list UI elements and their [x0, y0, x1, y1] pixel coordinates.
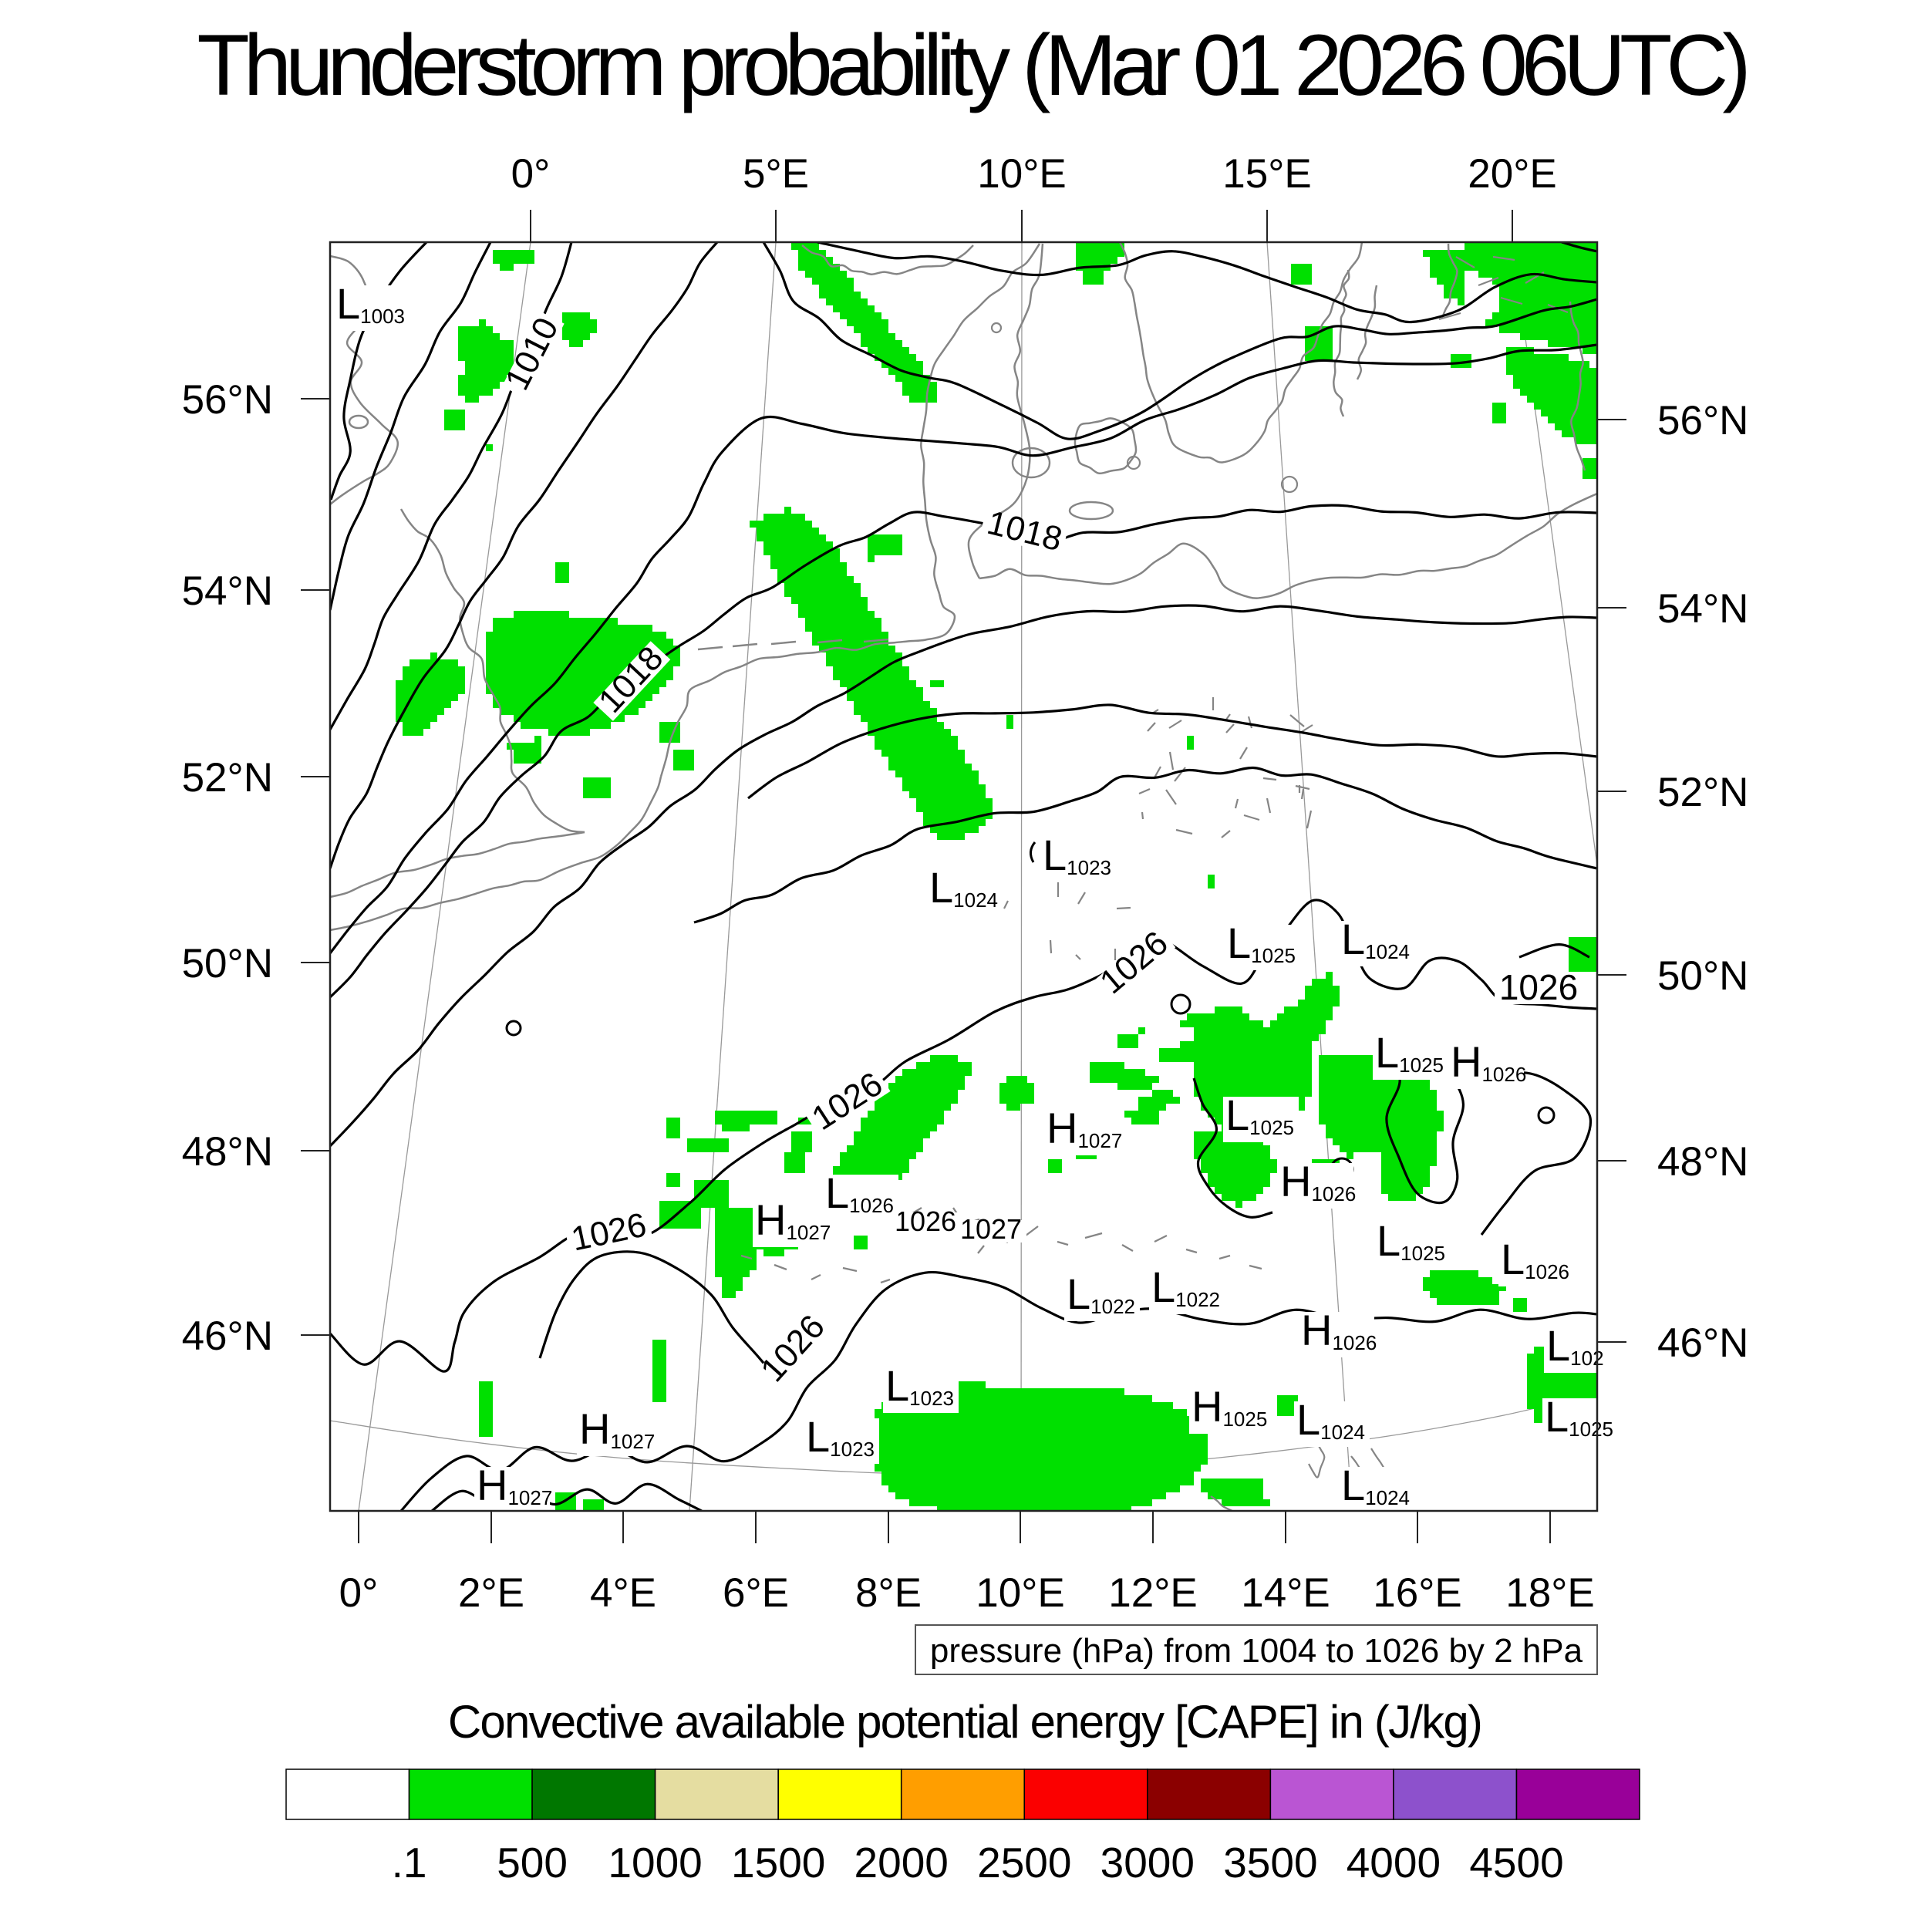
svg-text:8°E: 8°E [855, 1570, 922, 1616]
svg-text:Convective available potential: Convective available potential energy [C… [448, 1696, 1481, 1748]
svg-text:16°E: 16°E [1373, 1570, 1462, 1616]
svg-text:46°N: 46°N [1657, 1320, 1748, 1366]
svg-text:14°E: 14°E [1241, 1570, 1330, 1616]
svg-text:1027: 1027 [960, 1213, 1022, 1245]
svg-text:.1: .1 [392, 1839, 427, 1886]
svg-text:5°E: 5°E [743, 151, 809, 197]
svg-text:0°: 0° [339, 1570, 379, 1616]
svg-text:56°N: 56°N [1657, 398, 1748, 443]
svg-text:500: 500 [497, 1839, 568, 1886]
svg-text:1026: 1026 [1499, 967, 1578, 1007]
svg-text:52°N: 52°N [1657, 770, 1748, 815]
svg-text:20°E: 20°E [1468, 151, 1557, 197]
svg-text:50°N: 50°N [1657, 953, 1748, 999]
svg-text:2000: 2000 [854, 1839, 949, 1886]
svg-text:1000: 1000 [608, 1839, 702, 1886]
svg-text:6°E: 6°E [723, 1570, 789, 1616]
svg-text:1500: 1500 [731, 1839, 825, 1886]
svg-text:10°E: 10°E [976, 1570, 1065, 1616]
svg-text:4000: 4000 [1347, 1839, 1441, 1886]
svg-text:50°N: 50°N [182, 941, 273, 986]
svg-text:54°N: 54°N [182, 568, 273, 614]
svg-text:0°: 0° [511, 151, 551, 197]
svg-text:pressure (hPa) from 1004 to 10: pressure (hPa) from 1004 to 1026 by 2 hP… [930, 1632, 1583, 1670]
svg-text:3500: 3500 [1223, 1839, 1317, 1886]
svg-text:18°E: 18°E [1505, 1570, 1595, 1616]
svg-text:54°N: 54°N [1657, 586, 1748, 632]
svg-text:Thunderstorm probability (Mar: Thunderstorm probability (Mar 01 2026 06… [197, 17, 1746, 113]
svg-text:15°E: 15°E [1222, 151, 1312, 197]
svg-text:12°E: 12°E [1108, 1570, 1198, 1616]
svg-text:1026: 1026 [895, 1205, 956, 1237]
svg-text:48°N: 48°N [182, 1129, 273, 1175]
svg-text:3000: 3000 [1101, 1839, 1195, 1886]
svg-text:10°E: 10°E [977, 151, 1067, 197]
svg-text:4500: 4500 [1469, 1839, 1563, 1886]
svg-text:2°E: 2°E [458, 1570, 524, 1616]
svg-text:52°N: 52°N [182, 755, 273, 801]
svg-text:4°E: 4°E [590, 1570, 656, 1616]
svg-text:48°N: 48°N [1657, 1139, 1748, 1185]
svg-text:56°N: 56°N [182, 377, 273, 423]
svg-text:46°N: 46°N [182, 1313, 273, 1359]
svg-text:2500: 2500 [977, 1839, 1071, 1886]
